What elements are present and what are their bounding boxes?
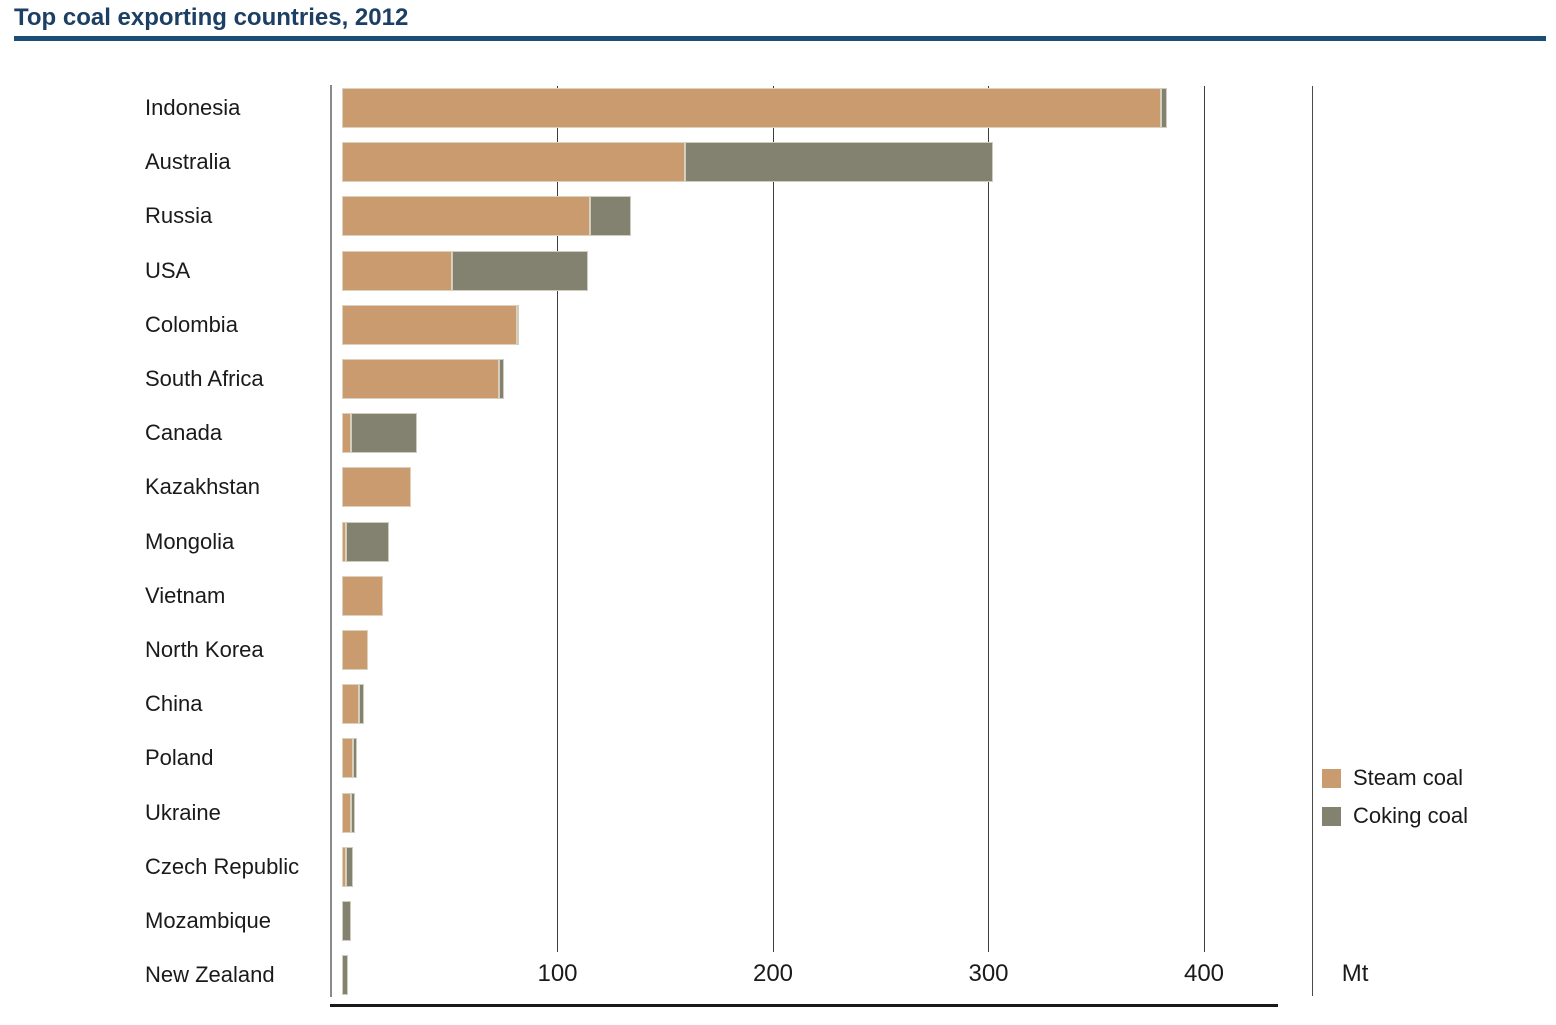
steam-coal-bar — [342, 196, 590, 237]
steam-coal-bar — [342, 413, 351, 454]
legend-label: Coking coal — [1353, 803, 1468, 828]
coking-coal-bar — [1160, 88, 1168, 128]
category-label: Russia — [145, 203, 213, 229]
axis-unit-label: Mt — [1341, 960, 1369, 987]
gridline — [772, 86, 774, 952]
category-label: Ukraine — [145, 799, 221, 825]
steam-coal-bar — [342, 521, 347, 562]
x-tick-label: 400 — [1183, 960, 1225, 987]
coking-coal-bar — [350, 792, 355, 833]
steam-coal-bar — [342, 575, 383, 616]
legend: Steam coal Coking coal — [1322, 764, 1468, 840]
steam-coal-bar — [342, 467, 411, 508]
category-label: Canada — [145, 420, 223, 446]
coking-coal-bar — [451, 250, 588, 291]
category-label: Colombia — [145, 311, 238, 337]
x-tick-label: 100 — [537, 960, 578, 987]
steam-coal-swatch — [1322, 768, 1341, 788]
category-label: Czech Republic — [145, 853, 300, 879]
category-label: North Korea — [145, 637, 264, 662]
coking-coal-bar — [684, 142, 993, 183]
steam-coal-bar — [342, 846, 347, 887]
coking-coal-bar — [346, 521, 390, 562]
coking-coal-bar — [342, 901, 351, 941]
category-label: Mozambique — [145, 908, 271, 933]
category-label: Kazakhstan — [145, 474, 260, 500]
coking-coal-bar — [589, 196, 631, 237]
gridline — [1203, 86, 1205, 952]
category-label: Mongolia — [145, 528, 235, 554]
coking-coal-bar — [359, 684, 364, 725]
legend-item-steam: Steam coal — [1322, 764, 1468, 792]
steam-coal-bar — [342, 88, 1161, 128]
category-label: USA — [145, 257, 191, 283]
coking-coal-bar — [352, 738, 358, 779]
coking-coal-bar — [342, 955, 349, 996]
steam-coal-bar — [342, 684, 360, 725]
x-tick-label: 300 — [968, 960, 1009, 987]
steam-coal-bar — [342, 250, 452, 291]
category-label: Vietnam — [145, 582, 226, 608]
category-label: New Zealand — [145, 962, 275, 988]
coking-coal-bar — [350, 413, 418, 454]
category-label: Australia — [145, 149, 231, 175]
plot-right-border — [1311, 86, 1313, 996]
coking-coal-swatch — [1322, 806, 1341, 826]
y-axis-line — [330, 85, 332, 997]
category-label: Poland — [145, 745, 214, 771]
steam-coal-bar — [342, 359, 500, 399]
coking-coal-bar — [499, 359, 504, 399]
coking-coal-bar — [516, 304, 519, 345]
legend-item-coking: Coking coal — [1322, 802, 1468, 830]
x-axis-rule — [330, 1004, 1278, 1007]
gridline — [557, 86, 558, 952]
x-tick-label: 200 — [752, 960, 794, 987]
category-label: China — [145, 691, 203, 717]
steam-coal-bar — [342, 738, 353, 779]
steam-coal-bar — [342, 630, 368, 670]
gridline — [988, 86, 989, 952]
title-underline — [14, 36, 1546, 41]
category-label: South Africa — [145, 366, 264, 391]
steam-coal-bar — [342, 142, 685, 183]
coking-coal-bar — [346, 846, 353, 887]
legend-label: Steam coal — [1353, 765, 1464, 790]
chart-title: Top coal exporting countries, 2012 — [14, 4, 409, 31]
steam-coal-bar — [342, 304, 517, 345]
steam-coal-bar — [342, 792, 351, 833]
category-label: Indonesia — [145, 95, 241, 120]
